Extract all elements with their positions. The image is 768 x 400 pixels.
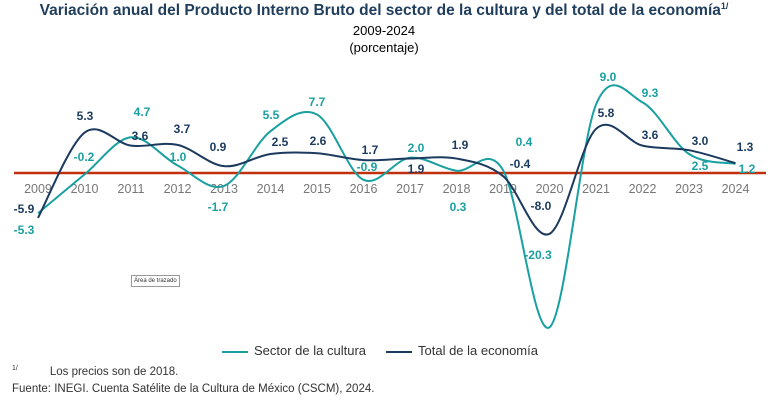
x-tick-label: 2022 [629, 182, 657, 196]
data-label: 7.7 [309, 95, 326, 109]
plot-area-tooltip: Área de trazado [131, 275, 180, 287]
data-label: 2.6 [310, 134, 327, 148]
data-label: 9.0 [600, 70, 617, 84]
series-line-total [37, 123, 736, 236]
data-label: -20.3 [524, 248, 552, 262]
x-tick-label: 2010 [71, 182, 99, 196]
data-label: -8.0 [531, 199, 552, 213]
data-label: 0.3 [450, 200, 467, 214]
x-tick-label: 2013 [210, 182, 238, 196]
x-tick-label: 2012 [164, 182, 192, 196]
series-line-cultura [37, 84, 736, 329]
data-label: -5.3 [14, 223, 35, 237]
data-label: 3.6 [642, 128, 659, 142]
data-label: 3.7 [174, 122, 191, 136]
x-tick-label: 2018 [443, 182, 471, 196]
x-tick-label: 2020 [536, 182, 564, 196]
x-tick-label: 2011 [118, 182, 145, 196]
data-label: -5.9 [14, 202, 35, 216]
data-label: 1.9 [408, 162, 425, 176]
x-tick-label: 2023 [675, 182, 703, 196]
chart-subtitle: 2009-2024 [352, 23, 416, 38]
data-label: 1.0 [170, 150, 187, 164]
data-label: -1.7 [208, 200, 229, 214]
x-tick-label: 2014 [257, 182, 285, 196]
data-label: 1.7 [362, 143, 379, 157]
legend-item-total: Total de la economía [386, 343, 538, 358]
legend-swatch-total [386, 350, 412, 353]
data-label: 2.5 [272, 135, 289, 149]
data-label: 0.4 [516, 135, 533, 149]
legend-item-cultura: Sector de la cultura [222, 343, 366, 358]
data-label: 3.6 [132, 129, 149, 143]
source-note: Fuente: INEGI. Cuenta Satélite de la Cul… [12, 383, 375, 395]
data-label: 1.2 [739, 162, 756, 176]
data-label: 2.5 [692, 159, 709, 173]
x-tick-label: 2015 [303, 182, 331, 196]
x-tick-label: 2017 [396, 182, 424, 196]
data-label: -0.9 [357, 160, 378, 174]
legend-swatch-cultura [222, 350, 248, 353]
chart-unit-note: (porcentaje) [349, 40, 419, 55]
x-tick-label: 2009 [24, 182, 52, 196]
x-tick-label: 2016 [350, 182, 378, 196]
footnote: 1/Los precios son de 2018. [12, 365, 179, 378]
data-label: 2.0 [408, 141, 425, 155]
data-label: 1.9 [452, 138, 469, 152]
data-label: -0.4 [510, 157, 531, 171]
data-label: 5.3 [77, 109, 94, 123]
data-label: 1.3 [737, 140, 754, 154]
x-tick-label: 2021 [582, 182, 610, 196]
data-label: 3.0 [692, 134, 709, 148]
data-label: 0.9 [210, 140, 227, 154]
x-tick-label: 2024 [722, 182, 750, 196]
data-label: 5.5 [263, 108, 280, 122]
data-label: 5.8 [598, 106, 615, 120]
data-label: -0.2 [74, 150, 95, 164]
data-label: 4.7 [134, 105, 151, 119]
chart-title: Variación anual del Producto Interno Bru… [39, 0, 729, 19]
data-label: 9.3 [642, 86, 659, 100]
